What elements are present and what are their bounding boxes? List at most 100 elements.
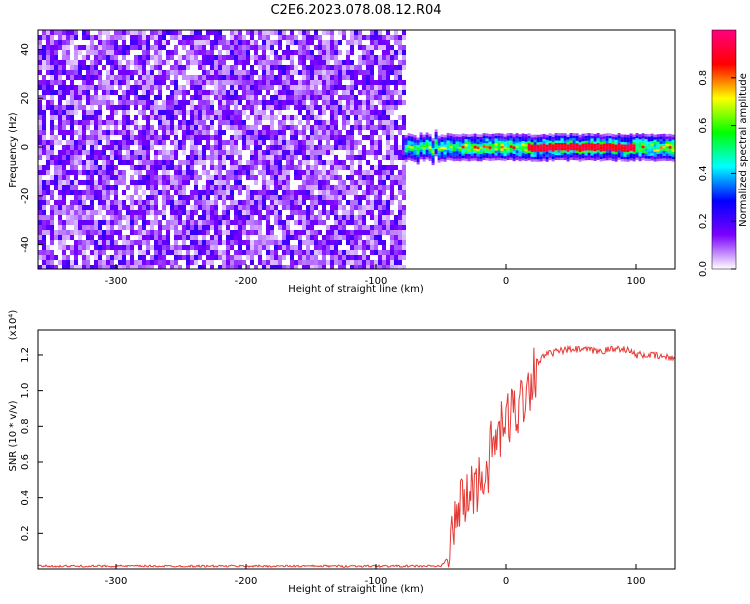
heatmap-cell: [274, 250, 278, 255]
heatmap-cell: [407, 142, 411, 146]
heatmap-cell: [334, 110, 338, 115]
heatmap-cell: [346, 200, 350, 205]
heatmap-cell: [488, 136, 492, 140]
heatmap-cell: [398, 155, 402, 160]
heatmap-cell: [106, 35, 110, 40]
heatmap-cell: [134, 155, 138, 160]
heatmap-cell: [326, 215, 330, 220]
heatmap-cell: [90, 110, 94, 115]
heatmap-cell: [234, 225, 238, 230]
heatmap-cell: [158, 90, 162, 95]
heatmap-cell: [346, 110, 350, 115]
heatmap-cell: [242, 170, 246, 175]
heatmap-cell: [250, 110, 254, 115]
heatmap-cell: [659, 153, 663, 157]
heatmap-cell: [575, 157, 579, 161]
heatmap-cell: [206, 175, 210, 180]
heatmap-cell: [354, 205, 358, 210]
heatmap-cell: [246, 165, 250, 170]
heatmap-cell: [134, 100, 138, 105]
heatmap-cell: [294, 145, 298, 150]
heatmap-cell: [346, 255, 350, 260]
heatmap-cell: [602, 146, 606, 149]
heatmap-cell: [222, 120, 226, 125]
heatmap-cell: [130, 200, 134, 205]
heatmap-cell: [455, 141, 459, 144]
heatmap-cell: [298, 110, 302, 115]
heatmap-cell: [94, 170, 98, 175]
heatmap-cell: [142, 140, 146, 145]
heatmap-cell: [110, 185, 114, 190]
heatmap-cell: [473, 145, 477, 149]
heatmap-cell: [182, 85, 186, 90]
heatmap-cell: [354, 170, 358, 175]
heatmap-cell: [374, 130, 378, 135]
heatmap-cell: [238, 60, 242, 65]
heatmap-cell: [346, 90, 350, 95]
heatmap-cell: [250, 75, 254, 80]
heatmap-cell: [358, 60, 362, 65]
heatmap-cell: [354, 230, 358, 235]
heatmap-cell: [126, 245, 130, 250]
heatmap-cell: [386, 210, 390, 215]
bottom-y-tick-label: 1.2: [20, 347, 31, 363]
heatmap-cell: [590, 135, 594, 139]
heatmap-cell: [437, 147, 441, 151]
heatmap-cell: [310, 55, 314, 60]
heatmap-cell: [350, 85, 354, 90]
heatmap-cell: [122, 50, 126, 55]
heatmap-cell: [66, 260, 70, 265]
heatmap-cell: [404, 156, 408, 160]
heatmap-cell: [407, 140, 411, 144]
heatmap-cell: [62, 225, 66, 230]
heatmap-cell: [58, 150, 62, 155]
heatmap-cell: [218, 230, 222, 235]
heatmap-cell: [94, 160, 98, 165]
heatmap-cell: [390, 220, 394, 225]
heatmap-cell: [138, 150, 142, 155]
figure-title: C2E6.2023.078.08.12.R04: [270, 3, 441, 18]
heatmap-cell: [226, 190, 230, 195]
heatmap-cell: [122, 180, 126, 185]
heatmap-cell: [254, 180, 258, 185]
heatmap-cell: [318, 210, 322, 215]
heatmap-cell: [653, 158, 657, 162]
heatmap-cell: [641, 157, 645, 161]
heatmap-cell: [290, 100, 294, 105]
heatmap-cell: [110, 260, 114, 265]
heatmap-cell: [314, 35, 318, 40]
heatmap-cell: [563, 145, 567, 148]
heatmap-cell: [488, 148, 492, 152]
heatmap-cell: [206, 135, 210, 140]
heatmap-cell: [226, 205, 230, 210]
heatmap-cell: [322, 220, 326, 225]
heatmap-cell: [162, 180, 166, 185]
heatmap-cell: [50, 160, 54, 165]
heatmap-cell: [358, 155, 362, 160]
heatmap-cell: [334, 235, 338, 240]
heatmap-cell: [246, 50, 250, 55]
heatmap-cell: [230, 140, 234, 145]
heatmap-cell: [314, 205, 318, 210]
heatmap-cell: [242, 70, 246, 75]
heatmap-cell: [322, 75, 326, 80]
heatmap-cell: [122, 140, 126, 145]
heatmap-cell: [42, 255, 46, 260]
heatmap-cell: [42, 125, 46, 130]
heatmap-cell: [354, 65, 358, 70]
heatmap-cell: [632, 136, 636, 140]
heatmap-cell: [42, 240, 46, 245]
heatmap-cell: [358, 55, 362, 60]
heatmap-cell: [410, 146, 414, 149]
heatmap-cell: [62, 180, 66, 185]
heatmap-cell: [38, 60, 42, 65]
heatmap-cell: [593, 143, 597, 147]
heatmap-cell: [306, 85, 310, 90]
heatmap-cell: [398, 65, 402, 70]
heatmap-cell: [102, 215, 106, 220]
heatmap-cell: [443, 159, 447, 162]
heatmap-cell: [134, 265, 138, 269]
heatmap-cell: [596, 135, 600, 139]
heatmap-cell: [314, 180, 318, 185]
heatmap-cell: [286, 200, 290, 205]
